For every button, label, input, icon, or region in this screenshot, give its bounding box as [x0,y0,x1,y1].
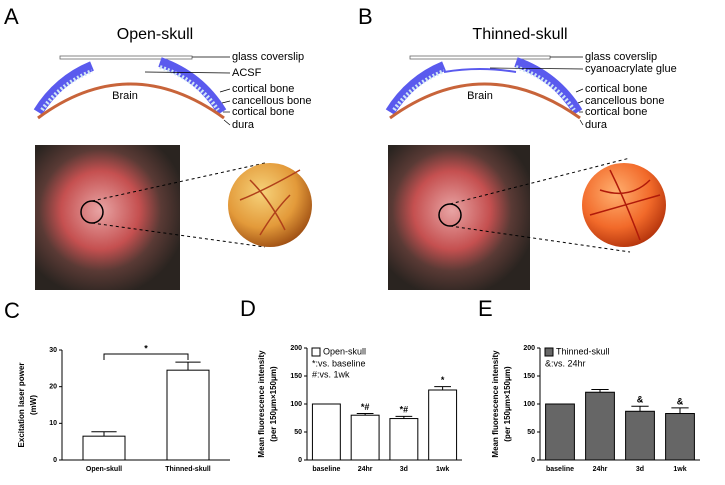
layer-label: glass coverslip [585,51,657,63]
bar [350,414,380,461]
thinned-bone [443,68,517,73]
bone [514,57,583,115]
layer-label: glass coverslip [232,51,304,63]
coverslip [59,55,193,60]
y-tick-label: 150 [523,373,535,380]
bar [545,403,575,461]
annotation: *# [361,402,370,412]
layer-label: dura [232,119,255,131]
layer-label: cortical bone [232,83,294,95]
coverslip [409,55,551,60]
bar [389,418,419,461]
layer-label: cortical bone [232,106,294,118]
x-tick-label: 1wk [673,466,686,473]
y-tick-label: 0 [53,457,57,464]
y-axis-label: Mean fluorescence intensity [491,350,500,458]
bar [625,410,655,461]
panel-label: A [4,4,19,29]
x-tick-label: 3d [636,466,644,473]
x-tick-label: 24hr [593,466,608,473]
y-axis-label: Excitation laser power [17,363,26,448]
cancellous [40,69,93,112]
panel-title: Thinned-skull [472,26,567,43]
legend-note: &:vs. 24hr [545,358,586,368]
legend-label: Open-skull [323,346,366,356]
bar [428,389,458,461]
y-tick-label: 30 [49,347,57,354]
bone [33,61,94,115]
y-tick-label: 150 [290,373,302,380]
y-tick-label: 10 [49,420,57,427]
panel-label: B [358,4,373,29]
bar [311,403,341,461]
layer-label: dura [585,119,608,131]
brain-label: Brain [467,90,493,102]
photo-b [388,145,666,290]
x-tick-label: Open-skull [86,466,122,473]
bar [166,369,210,461]
x-tick-label: 3d [400,466,408,473]
annotation: & [677,396,684,406]
bar [585,391,615,461]
bar [82,435,126,461]
layer-label: cancellous bone [585,95,665,107]
layer-label: ACSF [232,67,262,79]
bar [665,413,695,461]
layer-label: cancellous bone [232,95,312,107]
cancellous [515,65,576,112]
y-tick-label: 0 [298,457,302,464]
annotation: & [637,395,644,405]
annotation: *# [400,405,409,415]
cancellous [392,69,445,112]
panel-label: D [240,296,256,321]
dura [37,82,225,120]
y-axis-label: Mean fluorescence intensity [257,350,266,458]
significance-label: * [144,343,148,353]
legend-swatch [544,347,554,357]
x-tick-label: baseline [312,466,340,473]
y-tick-label: 20 [49,384,57,391]
cancellous [159,65,220,112]
panel-title: Open-skull [117,26,193,43]
panel-label: C [4,298,20,323]
y-tick-label: 0 [531,457,535,464]
y-axis-label: (per 150μm×150μm) [269,366,278,442]
layer-label: cyanoacrylate glue [585,63,677,75]
legend-label: Thinned-skull [556,346,610,356]
photo-a [35,145,312,290]
y-axis-label: (mW) [29,395,38,415]
legend-note: #:vs. 1wk [312,369,350,379]
y-tick-label: 200 [523,345,535,352]
legend-note: *:vs. baseline [312,358,366,368]
leaders [144,56,231,126]
significance-bracket [103,353,189,360]
annotation: * [441,375,445,385]
x-tick-label: Thinned-skull [165,466,211,473]
y-tick-label: 100 [523,401,535,408]
x-tick-label: 24hr [358,466,373,473]
y-tick-label: 100 [290,401,302,408]
panel-b: B Thinned-skull Brain [358,4,584,126]
bone [158,57,227,115]
panel-a: A Open-skull Brain [4,4,231,126]
layer-label: cortical bone [585,106,647,118]
y-axis-label: (per 150μm×150μm) [503,366,512,442]
y-tick-label: 50 [294,429,302,436]
bone [385,61,446,115]
leaders [489,56,584,126]
layer-label: cortical bone [585,83,647,95]
brain-label: Brain [112,90,138,102]
y-tick-label: 200 [290,345,302,352]
x-tick-label: baseline [546,466,574,473]
panel-label: E [478,296,493,321]
y-tick-label: 50 [527,429,535,436]
legend-swatch [311,347,321,357]
x-tick-label: 1wk [436,466,449,473]
dura [389,82,581,120]
